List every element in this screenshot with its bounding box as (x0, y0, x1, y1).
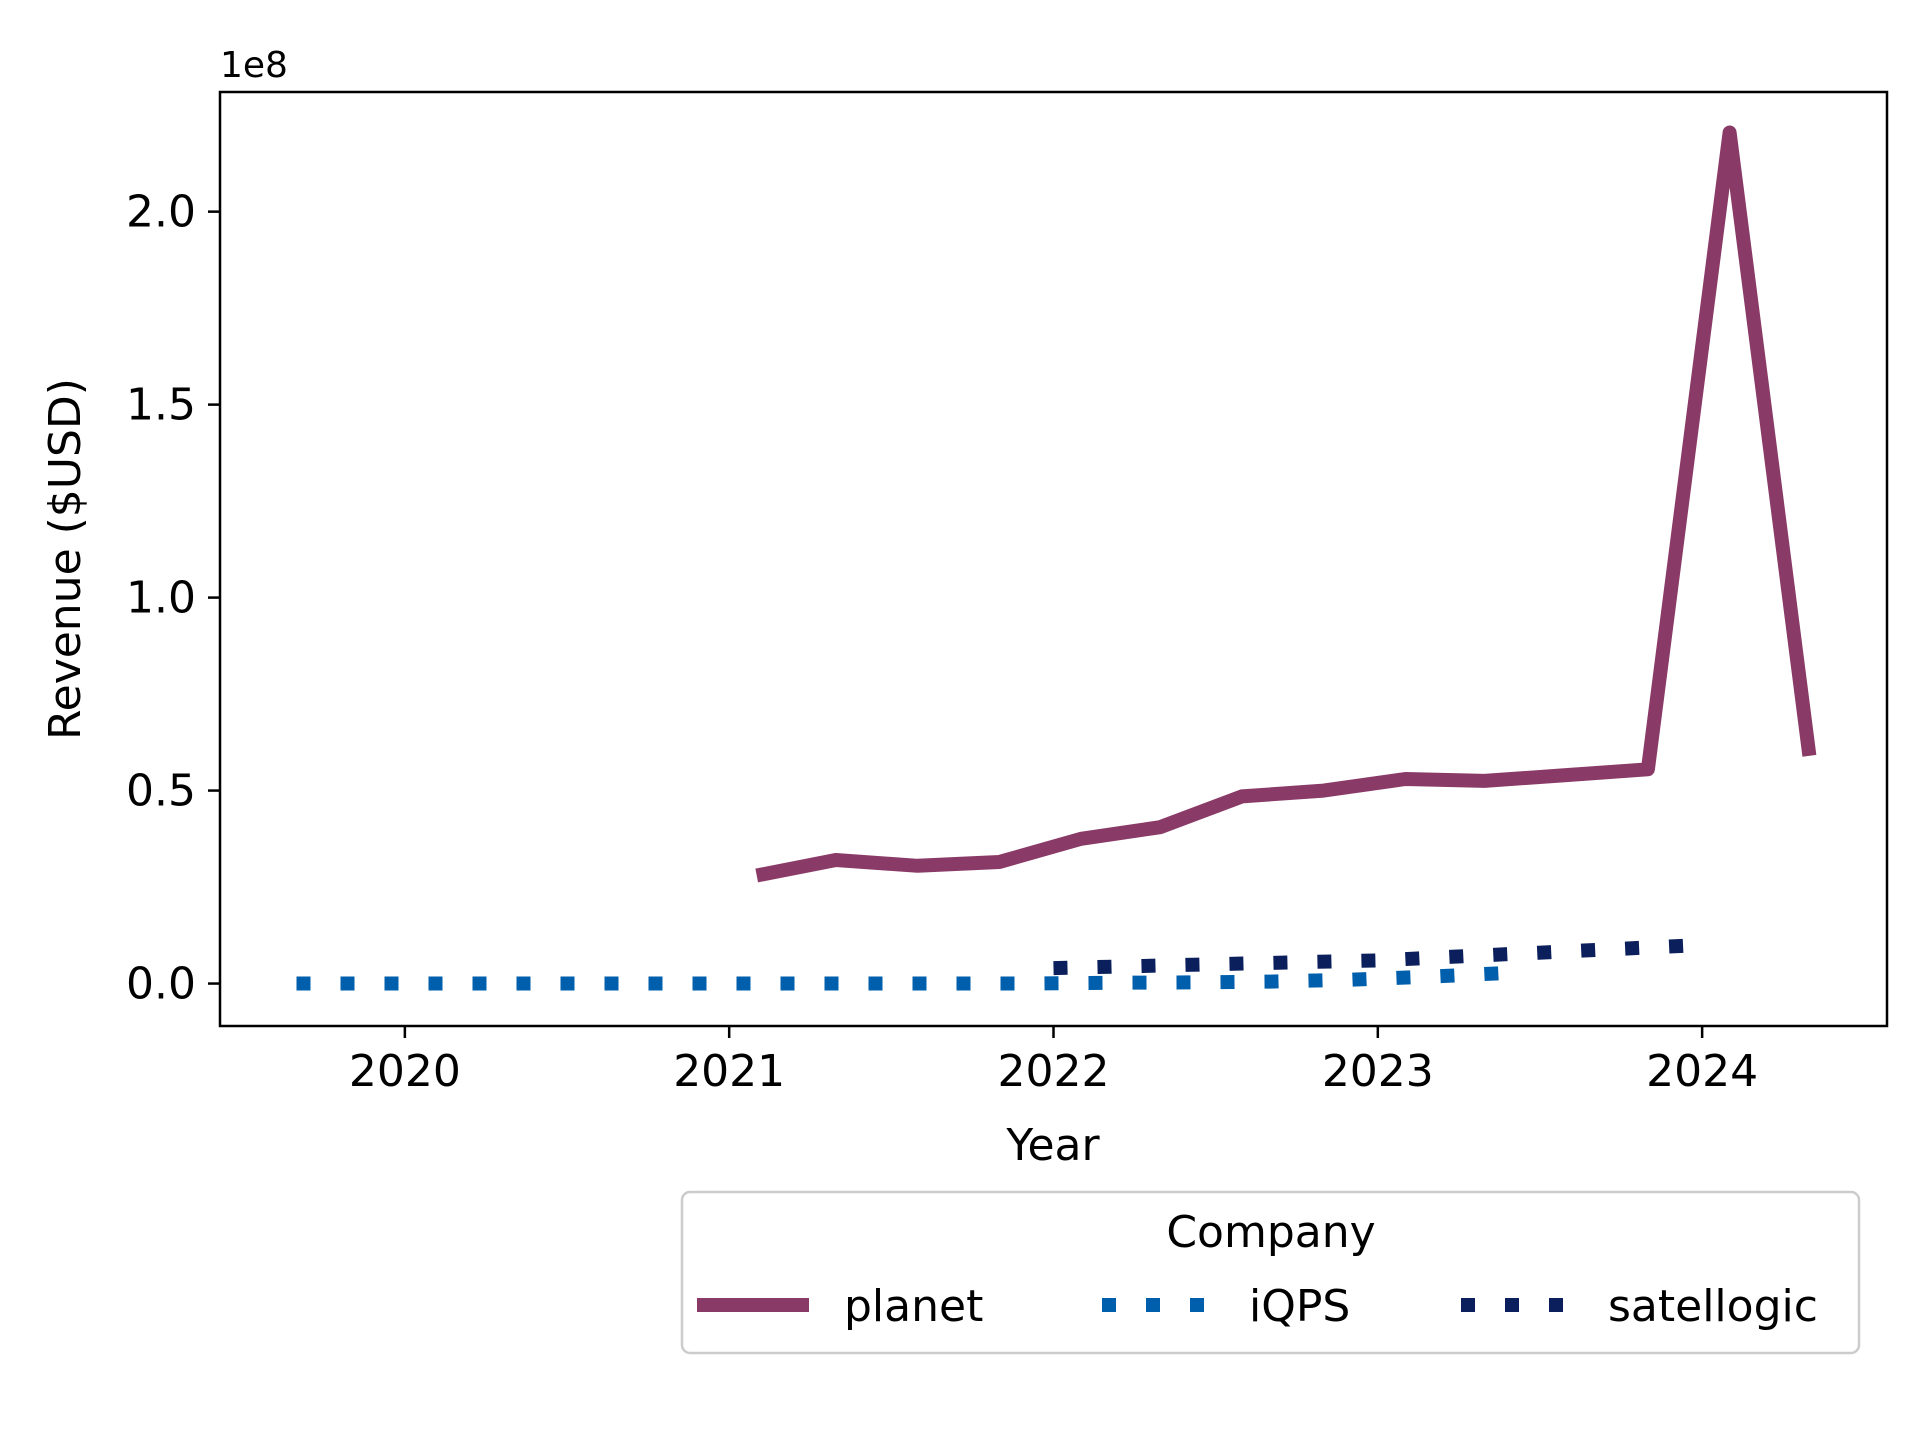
y-tick-label: 1.5 (126, 380, 196, 431)
x-tick-label: 2024 (1646, 1046, 1758, 1097)
series-line-planet (755, 125, 1817, 883)
series-layer (296, 125, 1817, 991)
y-tick-label: 0.5 (126, 766, 196, 817)
y-axis-label: Revenue ($USD) (40, 378, 91, 740)
legend-entries: planet iQPS satellogic (697, 1281, 1818, 1332)
y-offset-label: 1e8 (220, 45, 288, 86)
y-tick-label: 1.0 (126, 573, 196, 624)
y-tick-label: 2.0 (126, 187, 196, 238)
x-axis: 2020 2021 2022 2023 2024 (349, 1026, 1758, 1097)
legend-label-satellogic: satellogic (1608, 1281, 1818, 1332)
series-line-satellogic (1053, 938, 1703, 976)
legend-box (680, 1190, 1861, 1355)
legend-label-planet: planet (844, 1281, 983, 1332)
y-tick-label: 0.0 (126, 959, 196, 1010)
x-axis-label: Year (1005, 1120, 1100, 1171)
series-line-iqps (296, 965, 1513, 991)
legend-title: Company (1166, 1207, 1375, 1258)
x-tick-label: 2021 (673, 1046, 785, 1097)
y-axis: 0.0 0.5 1.0 1.5 2.0 (126, 187, 220, 1010)
legend-label-iqps: iQPS (1249, 1281, 1350, 1332)
x-tick-label: 2020 (349, 1046, 461, 1097)
legend: Company planet iQPS satellogic (680, 1190, 1861, 1355)
x-tick-label: 2022 (998, 1046, 1110, 1097)
x-tick-label: 2023 (1322, 1046, 1434, 1097)
